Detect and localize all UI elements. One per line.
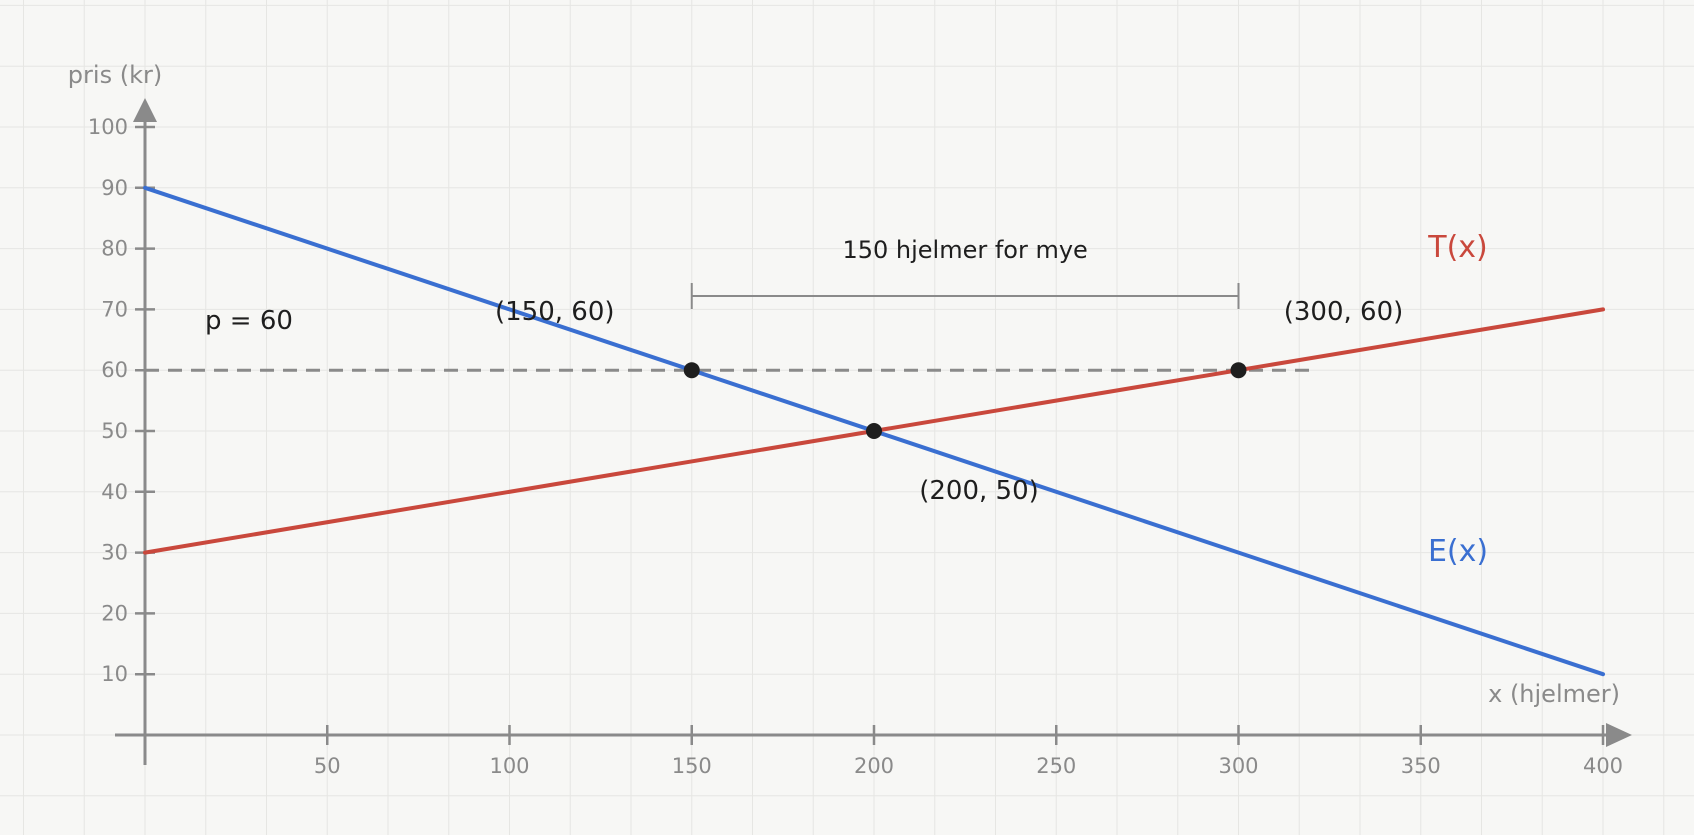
- y-tick-label: 100: [88, 115, 128, 139]
- x-tick-label: 150: [672, 754, 712, 778]
- x-tick-label: 250: [1036, 754, 1076, 778]
- y-tick-label: 50: [101, 419, 128, 443]
- axes: [115, 98, 1632, 765]
- bracket-group: [690, 283, 1240, 309]
- ticks: 50 100 150 200 250 300 350 400 10 20 30 40 50 60 70 80 9…: [88, 115, 1623, 778]
- x-axis-arrow-icon: [1606, 723, 1632, 747]
- x-tick-label: 200: [854, 754, 894, 778]
- x-tick-label: 300: [1218, 754, 1258, 778]
- bracket-label: 150 hjelmer for mye: [842, 236, 1087, 264]
- y-tick-label: 10: [101, 662, 128, 686]
- x-axis-label: x (hjelmer): [1488, 680, 1620, 708]
- data-point: [1230, 362, 1247, 379]
- x-tick-label: 350: [1401, 754, 1441, 778]
- y-tick-label: 70: [101, 297, 128, 321]
- x-tick-label: 400: [1583, 754, 1623, 778]
- data-point-label: (200, 50): [919, 476, 1039, 506]
- y-tick-label: 30: [101, 541, 128, 565]
- y-tick-label: 40: [101, 480, 128, 504]
- series-label: T(x): [1427, 230, 1488, 265]
- y-axis-arrow-icon: [133, 98, 157, 122]
- labels-group: x (hjelmer) pris (kr) p = 60 150 hjelmer fo…: [68, 61, 1620, 708]
- series-label: E(x): [1428, 534, 1488, 569]
- points-group: [683, 362, 1247, 439]
- y-tick-label: 90: [101, 176, 128, 200]
- data-point: [683, 362, 700, 379]
- data-point-label: (300, 60): [1284, 297, 1404, 327]
- data-point: [866, 423, 882, 439]
- x-tick-label: 100: [489, 754, 529, 778]
- data-point-label: (150, 60): [495, 297, 615, 327]
- x-tick-label: 50: [314, 754, 341, 778]
- y-tick-label: 60: [101, 358, 128, 382]
- reference-line-label: p = 60: [205, 306, 293, 336]
- y-axis-label: pris (kr): [68, 61, 162, 89]
- y-tick-label: 80: [101, 237, 128, 261]
- y-tick-label: 20: [101, 601, 128, 625]
